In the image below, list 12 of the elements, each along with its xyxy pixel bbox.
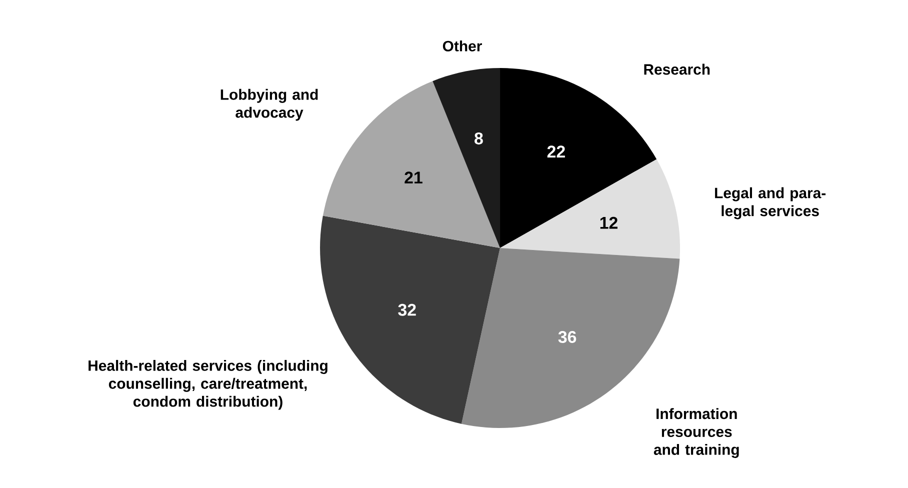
data-label: 32 <box>398 304 416 316</box>
slice-label: Research <box>644 64 710 75</box>
slice-label: Other <box>442 40 482 52</box>
slice-label: Health-related services (including counselling, care/treatment, condom distribution) <box>88 360 328 410</box>
slice-label: Legal and para-legal services <box>715 187 826 220</box>
slice-label: Information resources and training <box>654 408 739 458</box>
slice-label: Lobbying and advocacy <box>220 88 318 121</box>
data-label: 12 <box>600 216 618 229</box>
data-label: 22 <box>547 146 565 158</box>
data-label: 21 <box>404 172 422 184</box>
data-label: 8 <box>474 132 483 144</box>
data-label: 36 <box>558 330 576 344</box>
